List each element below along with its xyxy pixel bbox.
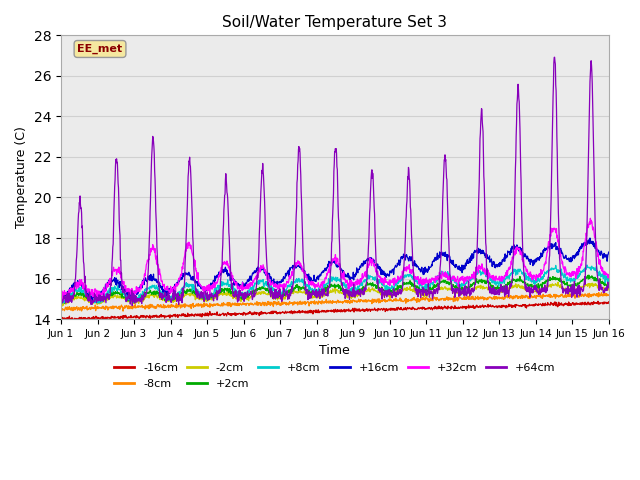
+2cm — [585, 272, 593, 278]
+2cm — [492, 286, 499, 292]
+16cm — [586, 235, 594, 241]
+8cm — [58, 300, 65, 306]
Text: EE_met: EE_met — [77, 44, 123, 54]
-2cm — [179, 292, 187, 298]
X-axis label: Time: Time — [319, 344, 350, 357]
+8cm — [420, 284, 428, 290]
Line: -8cm: -8cm — [61, 292, 609, 311]
-8cm — [595, 289, 603, 295]
-2cm — [540, 285, 548, 290]
-2cm — [166, 297, 173, 303]
+2cm — [241, 295, 248, 300]
+2cm — [179, 290, 187, 296]
-16cm — [420, 306, 428, 312]
Line: -16cm: -16cm — [61, 301, 609, 321]
+32cm — [179, 260, 187, 265]
-8cm — [420, 295, 428, 301]
Legend: -16cm, -8cm, -2cm, +2cm, +8cm, +16cm, +32cm, +64cm: -16cm, -8cm, -2cm, +2cm, +8cm, +16cm, +3… — [110, 359, 560, 393]
-2cm — [57, 302, 65, 308]
-8cm — [540, 293, 548, 299]
-8cm — [119, 308, 127, 314]
-16cm — [166, 315, 173, 321]
+64cm — [166, 295, 173, 300]
-16cm — [69, 318, 77, 324]
+8cm — [583, 262, 591, 268]
+64cm — [540, 288, 548, 294]
+64cm — [492, 287, 499, 292]
+2cm — [540, 280, 548, 286]
+2cm — [88, 301, 96, 307]
-16cm — [540, 302, 548, 308]
+8cm — [179, 286, 187, 292]
+16cm — [58, 300, 66, 306]
Line: +32cm: +32cm — [61, 218, 609, 300]
+32cm — [540, 265, 548, 271]
+32cm — [605, 272, 612, 277]
+16cm — [492, 264, 499, 269]
+32cm — [60, 298, 67, 303]
Line: +64cm: +64cm — [61, 57, 609, 306]
+32cm — [586, 216, 594, 221]
Title: Soil/Water Temperature Set 3: Soil/Water Temperature Set 3 — [222, 15, 447, 30]
+16cm — [420, 271, 428, 277]
+64cm — [241, 291, 248, 297]
+2cm — [57, 299, 65, 304]
-8cm — [179, 304, 187, 310]
-16cm — [594, 299, 602, 304]
-8cm — [605, 292, 612, 298]
-16cm — [179, 312, 187, 318]
-2cm — [58, 303, 66, 309]
+8cm — [241, 290, 248, 296]
+32cm — [166, 287, 173, 293]
Line: -2cm: -2cm — [61, 282, 609, 306]
Line: +16cm: +16cm — [61, 238, 609, 303]
-2cm — [605, 285, 612, 290]
+8cm — [492, 281, 499, 287]
-16cm — [605, 299, 612, 305]
-2cm — [492, 291, 499, 297]
+64cm — [420, 286, 428, 292]
+16cm — [57, 298, 65, 303]
+2cm — [605, 281, 612, 287]
-8cm — [166, 302, 173, 308]
+16cm — [166, 290, 173, 296]
+64cm — [551, 54, 559, 60]
+32cm — [420, 279, 428, 285]
-16cm — [57, 316, 65, 322]
+64cm — [57, 296, 65, 301]
+16cm — [540, 247, 548, 252]
+32cm — [57, 291, 65, 297]
-8cm — [57, 306, 65, 312]
+2cm — [166, 296, 173, 302]
+8cm — [166, 296, 173, 302]
-16cm — [492, 303, 499, 309]
+64cm — [179, 293, 187, 299]
+8cm — [57, 297, 65, 303]
-2cm — [554, 279, 562, 285]
+8cm — [605, 276, 612, 282]
-2cm — [241, 295, 248, 300]
Line: +2cm: +2cm — [61, 275, 609, 304]
-8cm — [492, 296, 499, 301]
-8cm — [241, 300, 248, 306]
Line: +8cm: +8cm — [61, 265, 609, 303]
+16cm — [605, 249, 612, 255]
Y-axis label: Temperature (C): Temperature (C) — [15, 126, 28, 228]
-16cm — [241, 311, 248, 317]
+64cm — [129, 303, 136, 309]
-2cm — [420, 294, 428, 300]
+2cm — [420, 287, 428, 293]
+32cm — [492, 278, 499, 284]
+64cm — [605, 283, 612, 289]
+32cm — [241, 284, 248, 290]
+16cm — [179, 273, 187, 279]
+8cm — [540, 272, 548, 277]
+16cm — [241, 281, 248, 287]
